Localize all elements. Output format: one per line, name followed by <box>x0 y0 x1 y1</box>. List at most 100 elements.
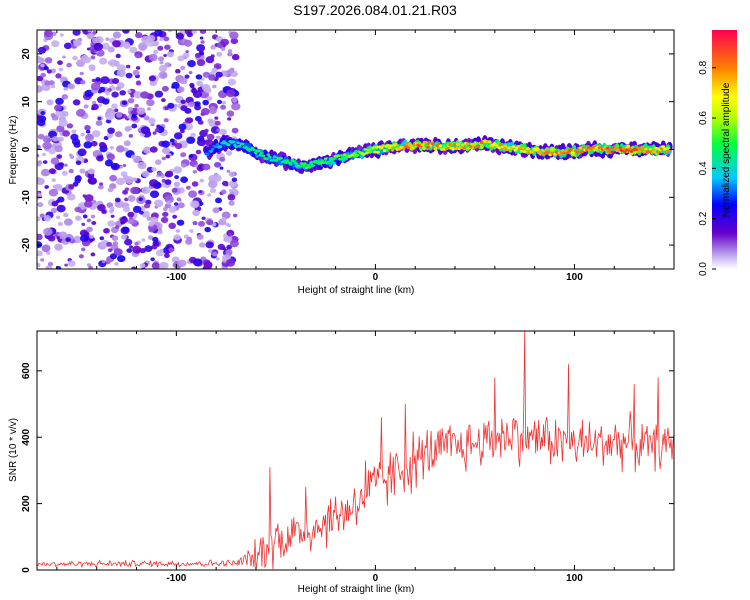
noise-speckle <box>229 239 239 248</box>
noise-speckle <box>190 200 200 209</box>
colorbar-tick-label: 0.4 <box>698 161 709 175</box>
noise-speckle <box>149 190 160 198</box>
noise-speckle <box>77 148 87 157</box>
ridge-mark <box>470 142 475 146</box>
noise-speckle <box>92 37 100 44</box>
noise-speckle <box>121 100 128 106</box>
ridge-mark <box>448 143 452 147</box>
noise-speckle <box>188 101 196 108</box>
ridge-mark <box>339 154 344 157</box>
noise-speckle <box>54 162 64 171</box>
noise-speckle <box>68 168 74 174</box>
noise-speckle <box>81 222 86 226</box>
ridge-mark <box>405 142 409 146</box>
noise-speckle <box>117 255 126 263</box>
ridge-mark <box>272 155 277 159</box>
x-tick-label: -100 <box>166 272 186 283</box>
noise-speckle <box>173 103 178 108</box>
noise-speckle <box>225 249 233 256</box>
noise-speckle <box>184 30 193 35</box>
noise-speckle <box>195 74 203 80</box>
y-tick-label: 0 <box>21 146 32 152</box>
noise-speckle <box>152 240 160 247</box>
noise-speckle <box>90 252 96 257</box>
snr-frame <box>36 330 675 571</box>
noise-speckle <box>106 132 114 139</box>
spectrogram-x-ticks: -100 0 100 <box>56 30 655 283</box>
noise-speckle <box>205 241 214 249</box>
noise-speckle <box>66 62 72 68</box>
noise-speckle <box>121 226 130 233</box>
colorbar-tick-label: 0.0 <box>698 262 709 276</box>
noise-speckle <box>127 195 136 202</box>
noise-speckle <box>166 200 172 205</box>
noise-speckle <box>84 200 93 208</box>
noise-speckle <box>150 257 155 262</box>
noise-speckle <box>195 149 202 155</box>
ridge-mark <box>331 157 336 161</box>
noise-speckle <box>199 178 205 183</box>
noise-speckle <box>57 221 64 227</box>
noise-speckle <box>37 56 43 64</box>
noise-speckle <box>195 115 202 122</box>
noise-speckle <box>220 47 226 51</box>
y-tick-label: 400 <box>21 428 32 445</box>
noise-speckle <box>226 223 231 228</box>
noise-speckle <box>71 138 81 146</box>
ridge-mark <box>322 161 326 165</box>
noise-speckle <box>228 189 233 192</box>
noise-speckle <box>165 154 171 159</box>
ridge-mark <box>304 166 309 170</box>
ridge-mark <box>355 153 360 157</box>
noise-speckle <box>164 172 171 178</box>
noise-speckle <box>173 132 183 140</box>
ridge-mark <box>264 157 269 161</box>
y-tick-label: 10 <box>21 96 32 108</box>
noise-speckle <box>107 127 115 134</box>
noise-speckle <box>57 136 64 142</box>
noise-speckle <box>194 101 201 107</box>
noise-speckle <box>204 128 209 133</box>
noise-speckle <box>89 234 94 239</box>
noise-speckle <box>82 214 88 219</box>
noise-speckle <box>65 237 71 242</box>
ridge-mark <box>368 150 373 154</box>
noise-speckle <box>47 235 56 242</box>
noise-speckle <box>181 163 187 168</box>
noise-speckle <box>229 31 239 40</box>
noise-speckle <box>51 200 59 207</box>
noise-speckle <box>92 100 97 105</box>
noise-speckle <box>198 190 202 194</box>
noise-speckle <box>51 136 59 142</box>
ridge-mark <box>452 143 457 147</box>
ridge-mark <box>433 147 438 151</box>
ridge-mark <box>282 159 287 163</box>
noise-speckle <box>111 103 118 109</box>
noise-speckle <box>47 261 54 267</box>
noise-speckle <box>62 55 66 59</box>
noise-speckle <box>50 207 58 214</box>
noise-speckle <box>37 216 41 222</box>
noise-speckle <box>40 168 51 177</box>
ridge-mark <box>430 142 435 146</box>
ridge-mark <box>257 149 261 153</box>
noise-speckle <box>191 30 197 35</box>
noise-speckle <box>132 69 140 76</box>
noise-speckle <box>139 263 146 269</box>
x-tick-label: 100 <box>566 573 583 584</box>
noise-speckle <box>208 74 216 81</box>
ridge-mark <box>511 145 516 149</box>
y-tick-label: 200 <box>21 495 32 512</box>
noise-speckle <box>159 248 164 252</box>
noise-speckle <box>192 209 200 217</box>
colorbar-label: Normalized spectral amplitude <box>721 82 732 217</box>
noise-speckle <box>86 32 95 40</box>
noise-speckle <box>73 39 82 47</box>
noise-speckle <box>80 132 85 137</box>
noise-speckle <box>176 197 181 201</box>
noise-speckle <box>200 77 205 81</box>
noise-speckle <box>58 119 68 127</box>
noise-speckle <box>42 135 51 143</box>
noise-speckle <box>211 67 218 74</box>
noise-speckle <box>123 206 131 213</box>
